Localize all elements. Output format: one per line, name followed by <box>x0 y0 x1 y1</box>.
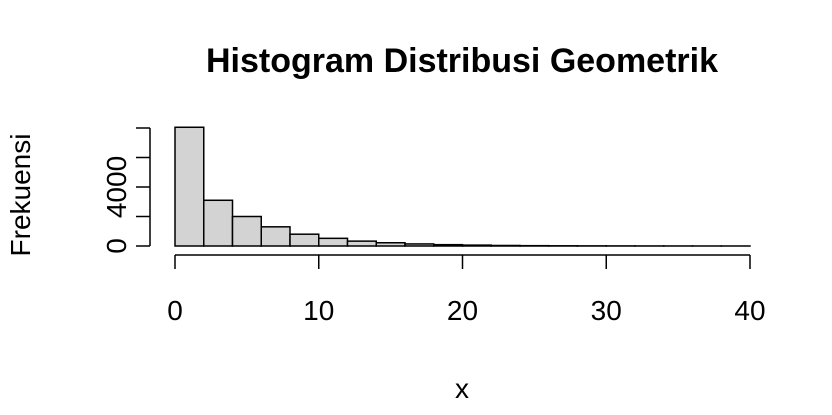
histogram-bar-2 <box>231 215 262 247</box>
y-tick-label-0: 0 <box>101 238 132 254</box>
histogram-bar-9 <box>433 243 464 247</box>
y-axis-label: Frekuensi <box>5 134 36 257</box>
x-tick-label-2: 20 <box>447 295 478 326</box>
histogram-bar-3 <box>260 226 291 247</box>
x-tick-label-1: 10 <box>303 295 334 326</box>
histogram-bar-7 <box>375 242 406 247</box>
histogram-bar-8 <box>404 243 435 247</box>
x-tick-label-0: 0 <box>167 295 183 326</box>
chart-title: Histogram Distribusi Geometrik <box>206 42 718 80</box>
histogram-bar-1 <box>203 199 234 247</box>
x-axis-label: x <box>455 373 469 404</box>
x-tick-label-4: 40 <box>734 295 765 326</box>
histogram-bar-6 <box>346 240 377 247</box>
y-axis: 0 4000 <box>101 127 151 254</box>
histogram-bar-5 <box>318 237 349 247</box>
x-axis: 0 10 20 30 40 <box>167 254 766 326</box>
histogram-bar-0 <box>174 126 205 247</box>
histogram-bar-4 <box>289 233 320 247</box>
histogram-bar-11 <box>490 244 521 247</box>
x-tick-label-3: 30 <box>591 295 622 326</box>
histogram-bar-10 <box>461 244 492 247</box>
bars-group <box>174 126 751 247</box>
y-tick-label-2: 4000 <box>101 156 132 218</box>
